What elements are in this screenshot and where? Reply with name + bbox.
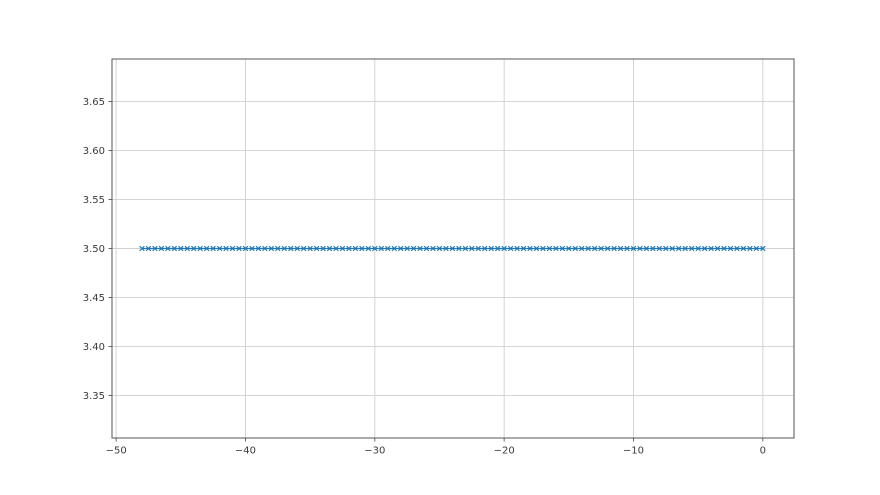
x-tick-label: −50 [106,446,127,457]
y-tick-label: 3.35 [83,391,105,402]
x-tick-label: 0 [760,446,766,457]
x-tick-label: −40 [235,446,256,457]
data-markers [139,245,766,252]
y-tick-label: 3.60 [83,146,105,157]
y-tick-label: 3.50 [83,244,105,255]
y-tick-label: 3.65 [83,97,105,108]
y-tick-label: 3.55 [83,195,105,206]
y-tick-label: 3.45 [83,293,105,304]
x-tick-label: −20 [494,446,515,457]
x-tick-label: −10 [623,446,644,457]
axis-tick-labels: −50 −40 −30 −20 −10 0 3.35 3.40 3.45 3.50 3.55 3.60… [83,97,766,456]
y-tick-label: 3.40 [83,342,105,353]
x-tick-label: −30 [364,446,385,457]
axis-ticks [108,101,764,442]
